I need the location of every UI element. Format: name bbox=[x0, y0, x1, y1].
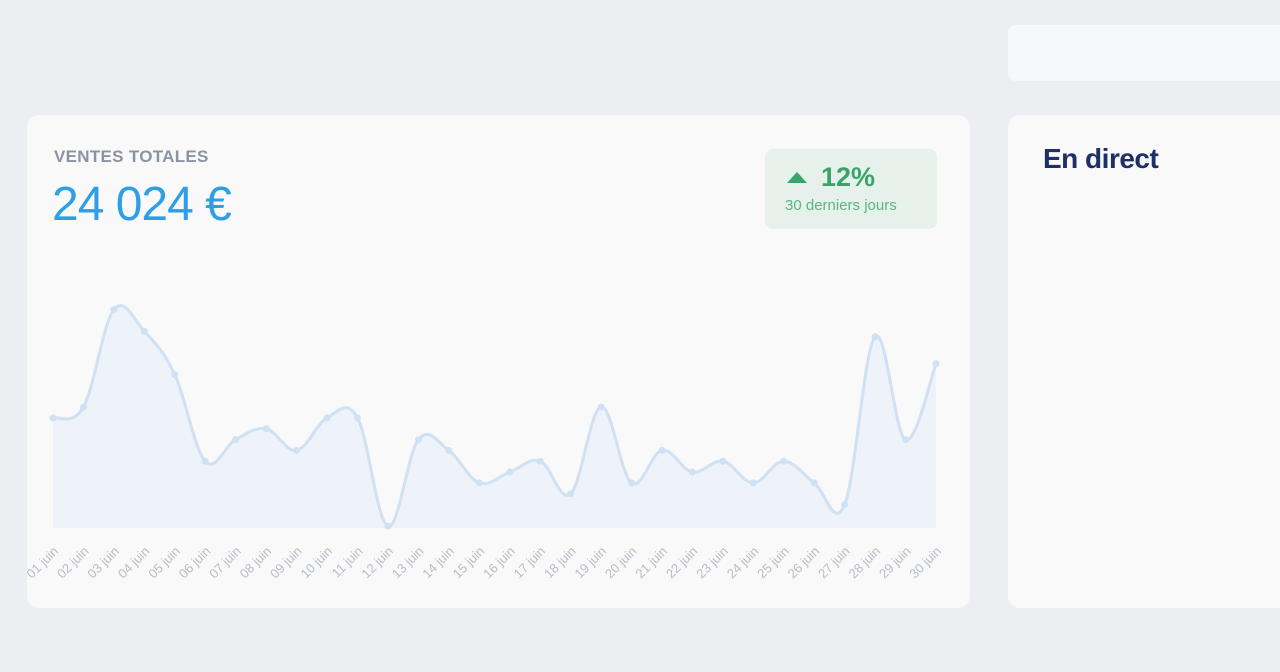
chart-point-2[interactable] bbox=[79, 403, 87, 411]
chart-point-17[interactable] bbox=[536, 457, 544, 465]
x-tick-label: 22 juin bbox=[663, 544, 701, 582]
chart-point-24[interactable] bbox=[749, 479, 757, 487]
chart-point-18[interactable] bbox=[567, 490, 575, 498]
x-tick-label: 30 juin bbox=[906, 544, 944, 582]
chart-point-29[interactable] bbox=[902, 436, 910, 444]
chart-point-14[interactable] bbox=[445, 446, 453, 454]
live-card-title: En direct bbox=[1043, 143, 1159, 174]
chart-point-19[interactable] bbox=[597, 403, 605, 411]
chart-point-13[interactable] bbox=[414, 436, 422, 444]
chart-point-12[interactable] bbox=[384, 522, 392, 530]
x-tick-label: 09 juin bbox=[267, 544, 305, 582]
sales-card-title: VENTES TOTALES bbox=[54, 147, 209, 166]
arrow-up-icon bbox=[787, 171, 807, 183]
chart-point-23[interactable] bbox=[719, 457, 727, 465]
x-tick-label: 11 juin bbox=[329, 544, 366, 581]
x-tick-label: 26 juin bbox=[785, 544, 823, 582]
chart-point-20[interactable] bbox=[628, 479, 636, 487]
x-tick-label: 10 juin bbox=[297, 544, 335, 582]
trend-percent: 12% bbox=[821, 161, 876, 192]
chart-point-10[interactable] bbox=[323, 414, 331, 422]
x-tick-label: 18 juin bbox=[541, 544, 579, 582]
chart-point-25[interactable] bbox=[780, 457, 788, 465]
chart-point-7[interactable] bbox=[232, 436, 240, 444]
chart-point-9[interactable] bbox=[293, 446, 301, 454]
x-tick-label: 07 juin bbox=[206, 544, 244, 582]
chart-point-21[interactable] bbox=[658, 446, 666, 454]
x-tick-label: 06 juin bbox=[176, 544, 214, 582]
x-tick-label: 25 juin bbox=[754, 544, 792, 582]
x-tick-label: 02 juin bbox=[54, 544, 92, 582]
chart-point-22[interactable] bbox=[688, 468, 696, 476]
x-tick-label: 16 juin bbox=[480, 544, 518, 582]
x-tick-label: 15 juin bbox=[450, 544, 488, 582]
top-panel-strip bbox=[1008, 25, 1280, 81]
chart-point-27[interactable] bbox=[841, 501, 849, 509]
x-tick-label: 12 juin bbox=[358, 544, 396, 582]
x-tick-label: 19 juin bbox=[571, 544, 609, 582]
trend-badge: 12% 30 derniers jours bbox=[765, 149, 937, 229]
x-tick-label: 08 juin bbox=[237, 544, 275, 582]
chart-point-30[interactable] bbox=[932, 360, 940, 368]
chart-point-15[interactable] bbox=[475, 479, 483, 487]
chart-point-3[interactable] bbox=[110, 306, 118, 314]
chart-point-4[interactable] bbox=[140, 327, 148, 335]
trend-period: 30 derniers jours bbox=[785, 197, 897, 214]
x-tick-label: 05 juin bbox=[145, 544, 183, 582]
x-tick-label: 27 juin bbox=[815, 544, 853, 582]
chart-point-8[interactable] bbox=[262, 425, 270, 433]
x-tick-label: 24 juin bbox=[724, 544, 762, 582]
x-tick-label: 23 juin bbox=[693, 544, 731, 582]
chart-point-1[interactable] bbox=[49, 414, 57, 422]
x-tick-label: 21 juin bbox=[632, 544, 670, 582]
chart-point-11[interactable] bbox=[353, 414, 361, 422]
chart-area-fill bbox=[53, 305, 936, 528]
x-tick-label: 04 juin bbox=[115, 544, 153, 582]
x-tick-label: 01 juin bbox=[23, 544, 61, 582]
chart-point-16[interactable] bbox=[506, 468, 514, 476]
x-tick-label: 17 juin bbox=[511, 544, 549, 582]
chart-point-5[interactable] bbox=[171, 371, 179, 379]
x-tick-label: 14 juin bbox=[419, 544, 457, 582]
x-tick-label: 28 juin bbox=[846, 544, 884, 582]
chart-point-6[interactable] bbox=[201, 457, 209, 465]
live-card: En direct bbox=[1008, 115, 1280, 608]
sales-total-value: 24 024 € bbox=[52, 178, 232, 231]
x-tick-label: 03 juin bbox=[84, 544, 122, 582]
x-tick-label: 13 juin bbox=[389, 544, 427, 582]
x-tick-label: 20 juin bbox=[602, 544, 640, 582]
x-tick-label: 29 juin bbox=[876, 544, 914, 582]
chart-point-28[interactable] bbox=[871, 333, 879, 341]
sales-card: VENTES TOTALES 24 024 € 12% 30 derniers … bbox=[23, 115, 970, 608]
chart-point-26[interactable] bbox=[810, 479, 818, 487]
